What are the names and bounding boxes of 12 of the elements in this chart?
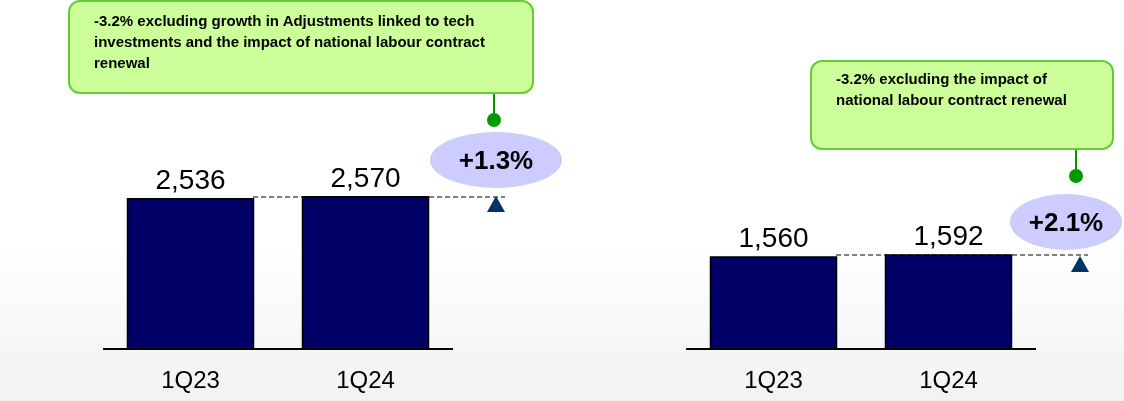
data-label: 2,570 [330,161,401,193]
x-tick-label: 1Q23 [744,366,803,394]
text: +2.1% [1028,206,1104,238]
text: -3.2% excluding growth in Adjustments linked to tech investments and the impact of national labour contract renewal [68,0,534,94]
text: -3.2% excluding the impact of national labour contract renewal [810,60,1114,150]
x-tick-label: 1Q23 [161,366,220,394]
text: +1.3% [458,144,534,176]
data-label: 1,560 [738,221,809,253]
data-label: 2,536 [155,163,226,195]
x-tick-label: 1Q24 [919,366,978,394]
x-tick-label: 1Q24 [336,366,395,394]
data-label: 1,592 [913,220,984,252]
